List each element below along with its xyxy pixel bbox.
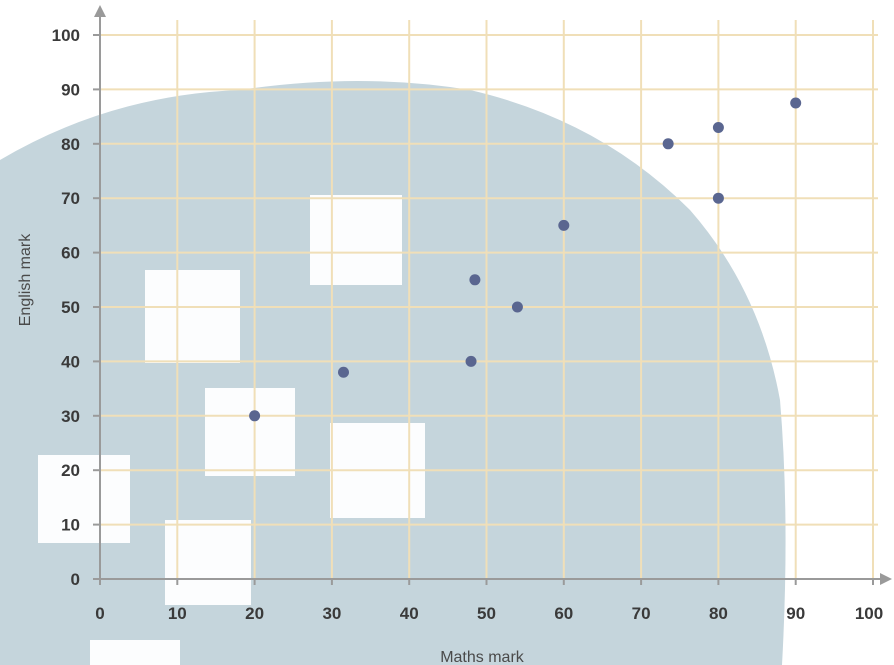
background-decoration (0, 81, 786, 665)
x-tick-label: 10 (168, 604, 187, 623)
x-axis-title: Maths mark (440, 649, 525, 665)
y-tick-label: 10 (61, 516, 80, 535)
data-point (662, 138, 674, 150)
x-tick-label: 30 (322, 604, 341, 623)
x-tick-label: 20 (245, 604, 264, 623)
data-point (511, 301, 523, 313)
background-square (38, 455, 130, 543)
background-square (310, 195, 402, 285)
x-tick-label: 50 (477, 604, 496, 623)
data-point (469, 274, 481, 286)
y-axis-arrow (94, 5, 106, 17)
data-points (249, 97, 802, 422)
data-point (558, 219, 570, 231)
grid (100, 20, 878, 579)
y-tick-label: 40 (61, 352, 80, 371)
data-point (712, 192, 724, 204)
x-tick-label: 40 (400, 604, 419, 623)
y-tick-label: 50 (61, 298, 80, 317)
y-tick-label: 100 (52, 26, 80, 45)
y-tick-label: 0 (71, 570, 80, 589)
y-tick-label: 30 (61, 407, 80, 426)
y-tick-label: 80 (61, 135, 80, 154)
x-axis-arrow (880, 573, 892, 585)
x-tick-label: 70 (632, 604, 651, 623)
y-tick-label: 70 (61, 189, 80, 208)
data-point (249, 410, 261, 422)
background-square (205, 388, 295, 476)
x-tick-label: 80 (709, 604, 728, 623)
data-point (465, 355, 477, 367)
background-square (90, 640, 180, 665)
x-tick-label: 90 (786, 604, 805, 623)
x-tick-label: 100 (855, 604, 883, 623)
y-tick-label: 90 (61, 80, 80, 99)
x-tick-label: 0 (95, 604, 104, 623)
data-point (790, 97, 802, 109)
data-point (712, 121, 724, 133)
data-point (337, 366, 349, 378)
tick-labels: 0 10 20 30 40 50 60 70 80 90 100 0 10 20 30 40 50 60 70 80 9… (52, 26, 884, 623)
background-shape (0, 81, 786, 665)
y-tick-label: 20 (61, 461, 80, 480)
x-tick-label: 60 (554, 604, 573, 623)
y-axis-title: English mark (17, 233, 34, 326)
y-tick-label: 60 (61, 244, 80, 263)
axes (94, 5, 892, 585)
background-square (145, 270, 240, 363)
background-square (165, 520, 251, 605)
